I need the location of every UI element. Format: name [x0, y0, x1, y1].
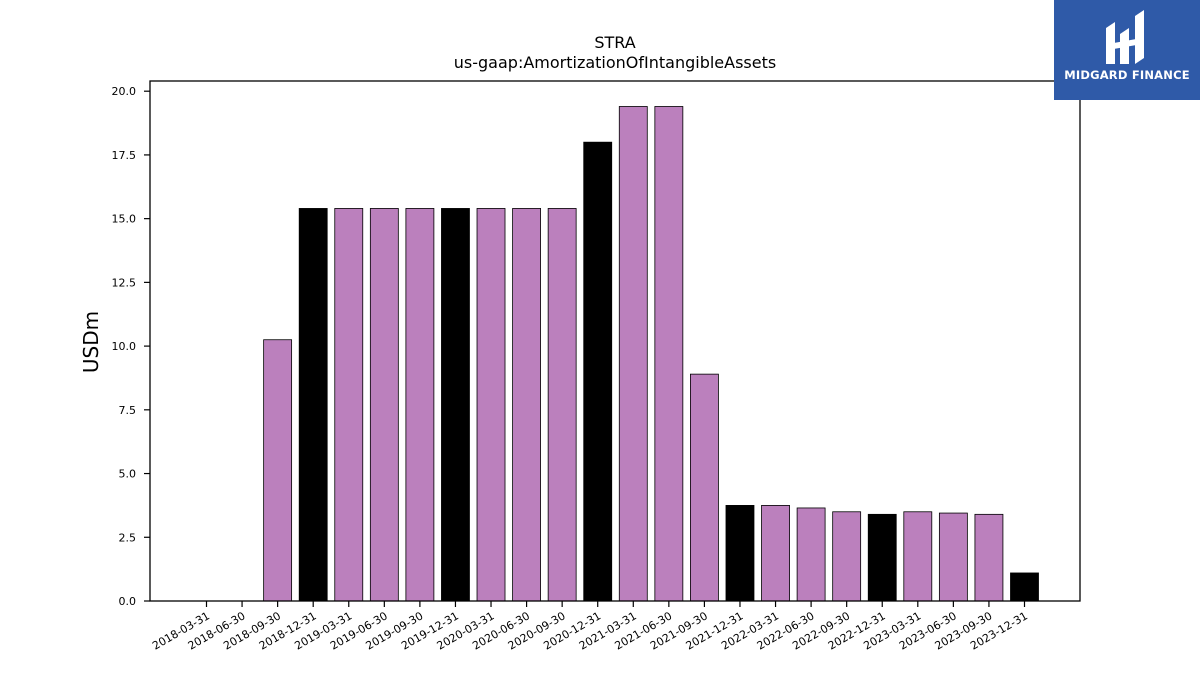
- y-tick-label: 17.5: [112, 149, 137, 162]
- bar-2019-03-31: [334, 208, 364, 602]
- y-tick-label: 0.0: [119, 595, 137, 608]
- bar-2020-09-30: [547, 208, 577, 602]
- bar-2019-12-31: [441, 208, 470, 602]
- chart-subtitle: us-gaap:AmortizationOfIntangibleAssets: [454, 53, 776, 72]
- y-tick-label: 10.0: [112, 340, 137, 353]
- bar-2023-06-30: [938, 512, 968, 602]
- bar-2018-12-31: [298, 208, 328, 602]
- bars-layer: [263, 106, 1039, 602]
- bar-2023-09-30: [974, 513, 1004, 602]
- midgard-finance-logo: MIDGARD FINANCE: [1054, 0, 1200, 100]
- y-tick-label: 20.0: [112, 85, 137, 98]
- bar-2020-12-31: [583, 141, 613, 602]
- chart-title: STRA: [594, 33, 635, 52]
- y-tick-label: 12.5: [112, 276, 137, 289]
- bar-2021-06-30: [654, 106, 684, 602]
- y-axis-label: USDm: [79, 311, 103, 373]
- bar-2021-12-31: [725, 505, 755, 602]
- bar-2022-06-30: [796, 507, 826, 602]
- y-tick-label: 15.0: [112, 213, 137, 226]
- bar-2022-03-31: [761, 505, 790, 602]
- logo-text: MIDGARD FINANCE: [1064, 68, 1190, 82]
- x-axis: 2018-03-312018-06-302018-09-302018-12-31…: [150, 601, 1030, 653]
- y-tick-label: 2.5: [119, 531, 137, 544]
- bar-2021-03-31: [618, 106, 648, 602]
- y-tick-label: 5.0: [119, 468, 137, 481]
- bar-2019-09-30: [405, 208, 435, 602]
- bar-2019-06-30: [369, 208, 399, 602]
- bar-2022-12-31: [867, 513, 897, 602]
- bar-2020-06-30: [512, 208, 541, 602]
- bar-2018-09-30: [263, 339, 293, 602]
- bar-2020-03-31: [476, 208, 506, 602]
- bar-2023-12-31: [1010, 572, 1039, 602]
- bar-2023-03-31: [903, 511, 933, 602]
- bar-2021-09-30: [690, 373, 719, 602]
- y-tick-label: 7.5: [119, 404, 137, 417]
- midgard-logo-icon: [1106, 10, 1144, 64]
- y-axis: 0.0 2.5 5.0 7.5 10.0 12.5 15.0 17.5 20.0: [112, 85, 150, 608]
- bar-2022-09-30: [832, 511, 862, 602]
- plot-frame: [149, 80, 1081, 602]
